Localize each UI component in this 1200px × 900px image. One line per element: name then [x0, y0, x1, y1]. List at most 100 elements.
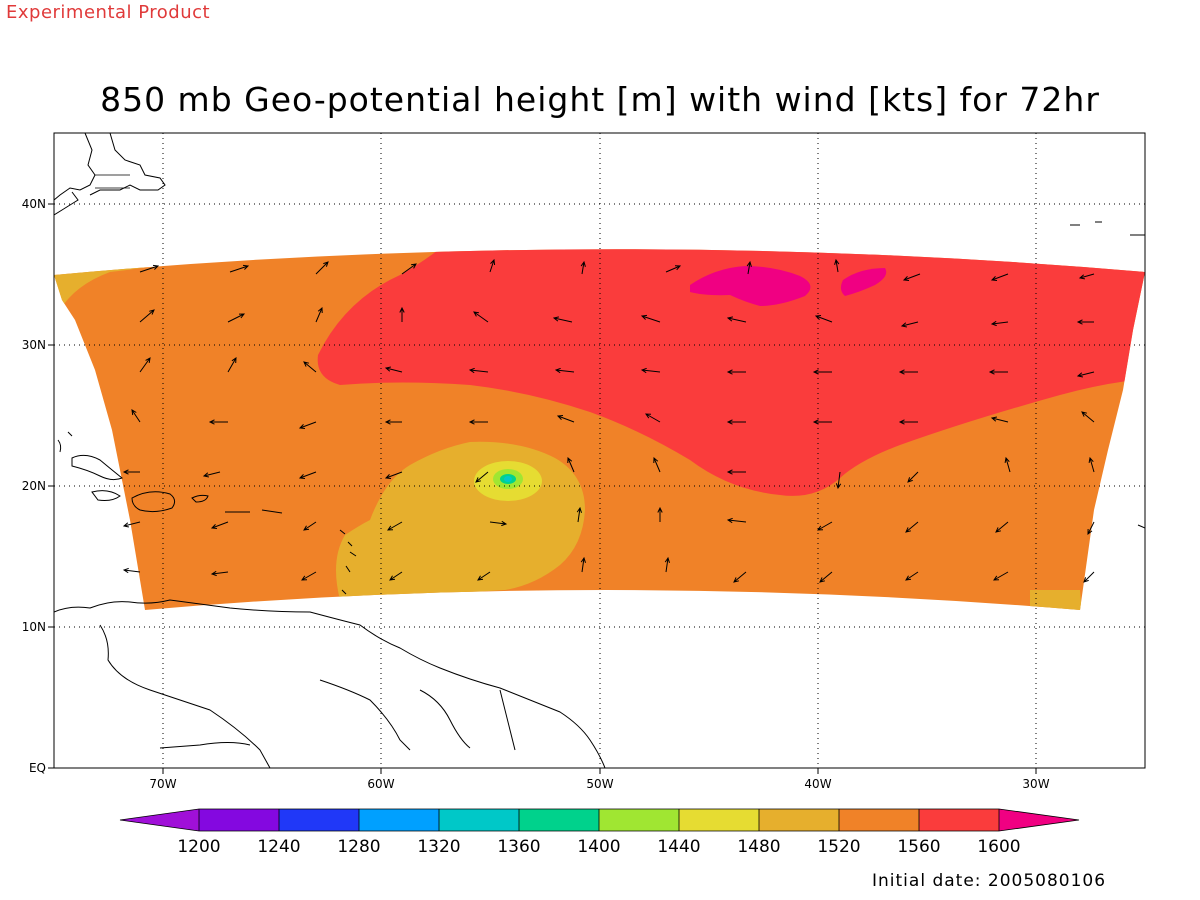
wind-arrow [990, 320, 1009, 327]
wind-arrow [900, 321, 919, 328]
lon-label-30w: 30W [1022, 777, 1049, 791]
wind-arrow [227, 313, 246, 323]
wind-arrow [812, 369, 832, 375]
wind-arrow [812, 419, 832, 425]
wind-arrow [227, 357, 237, 373]
coast-cuba [71, 454, 123, 481]
colorbar-label-1240: 1240 [257, 837, 300, 857]
wind-arrow [1004, 456, 1011, 473]
colorbar-segment-8 [759, 809, 839, 831]
wind-arrow [229, 264, 250, 273]
coast-lesser-antilles [339, 529, 357, 595]
wind-arrow [315, 261, 329, 275]
wind-arrow [905, 521, 919, 533]
wind-arrow [726, 517, 747, 524]
wind-arrow [726, 419, 746, 425]
wind-arrow [645, 413, 661, 423]
wind-arrow [907, 471, 919, 483]
colorbar-label-1600: 1600 [977, 837, 1020, 857]
wind-arrow [131, 409, 141, 423]
wind-arrow [202, 471, 221, 478]
fill-above-1600-b [840, 268, 887, 296]
colorbar-segment-3 [359, 809, 439, 831]
wind-arrow [1078, 273, 1095, 280]
wind-arrow [835, 471, 842, 490]
colorbar-label-1360: 1360 [497, 837, 540, 857]
coast-cape-verde [1137, 524, 1145, 529]
wind-arrow [665, 265, 682, 273]
wind-arrow [384, 419, 402, 425]
wind-arrow [473, 311, 489, 323]
wind-arrow [301, 571, 317, 581]
wind-arrow [384, 471, 403, 479]
fill-above-1600-a [690, 266, 811, 306]
wind-arrow [475, 471, 489, 483]
wind-arrow [387, 521, 403, 531]
wind-arrow [554, 367, 575, 374]
wind-arrow [657, 506, 663, 522]
wind-arrow [1088, 456, 1095, 473]
colorbar-segment-1 [199, 809, 279, 831]
wind-arrow [210, 521, 229, 529]
wind-arrow [1087, 521, 1095, 536]
coastlines [54, 133, 1145, 768]
height-field [54, 249, 1145, 610]
wind-vectors [122, 258, 1095, 583]
colorbar-low-arrow [120, 809, 199, 831]
wind-arrow [401, 263, 417, 275]
wind-arrow [898, 419, 918, 425]
border-venezuela [99, 624, 271, 768]
coast-north-america [54, 133, 96, 201]
lon-label-60w: 60W [367, 777, 394, 791]
colorbar-label-1560: 1560 [897, 837, 940, 857]
wind-arrow [567, 456, 575, 473]
coast-south-america-north [54, 599, 606, 768]
wind-arrow [315, 306, 323, 323]
coast-jamaica [91, 490, 121, 501]
colorbar-label-1320: 1320 [417, 837, 460, 857]
axis-ticks [48, 203, 1037, 774]
initial-date-label: Initial date: 2005080106 [872, 871, 1107, 891]
lat-label-40n: 40N [22, 197, 46, 211]
wind-arrow [122, 567, 141, 574]
colorbar-label-1440: 1440 [657, 837, 700, 857]
wind-arrow [726, 369, 746, 375]
wind-arrow [468, 367, 489, 374]
colorbar-segment-2 [279, 809, 359, 831]
wind-arrow [580, 556, 586, 573]
colorbar-segment-6 [599, 809, 679, 831]
colorbar-segment-5 [519, 809, 599, 831]
border-guyana [319, 679, 411, 751]
colorbar-label-1200: 1200 [177, 837, 220, 857]
colorbar-outline [119, 808, 1080, 832]
coast-new-england [89, 133, 166, 196]
border-colombia [159, 742, 251, 749]
wind-arrow [298, 471, 317, 479]
wind-arrow [389, 571, 403, 581]
lat-label-eq: EQ [29, 761, 46, 775]
wind-arrow [653, 456, 661, 473]
wind-arrow [817, 521, 833, 531]
coast-azores [1070, 221, 1145, 236]
wind-arrow [1076, 371, 1095, 378]
colorbar-label-1280: 1280 [337, 837, 380, 857]
wind-arrow [210, 570, 229, 577]
wind-arrow [468, 419, 488, 425]
coast-us-east [54, 191, 79, 216]
wind-arrow [726, 469, 746, 475]
wind-arrow [1076, 319, 1094, 325]
wind-arrow [139, 264, 160, 273]
wind-arrow [733, 571, 747, 583]
wind-arrow [1083, 571, 1095, 583]
colorbar-segment-7 [679, 809, 759, 831]
wind-arrow [477, 571, 491, 581]
wind-arrow [139, 357, 151, 373]
wind-arrow [556, 415, 575, 423]
wind-arrow [664, 556, 670, 573]
latitude-labels: 40N 30N 20N 10N EQ [22, 197, 46, 775]
longitude-labels: 70W 60W 50W 40W 30W [149, 777, 1049, 791]
wind-arrow [122, 469, 140, 475]
fill-1320-1360 [504, 476, 512, 482]
colorbar-segment-4 [439, 809, 519, 831]
